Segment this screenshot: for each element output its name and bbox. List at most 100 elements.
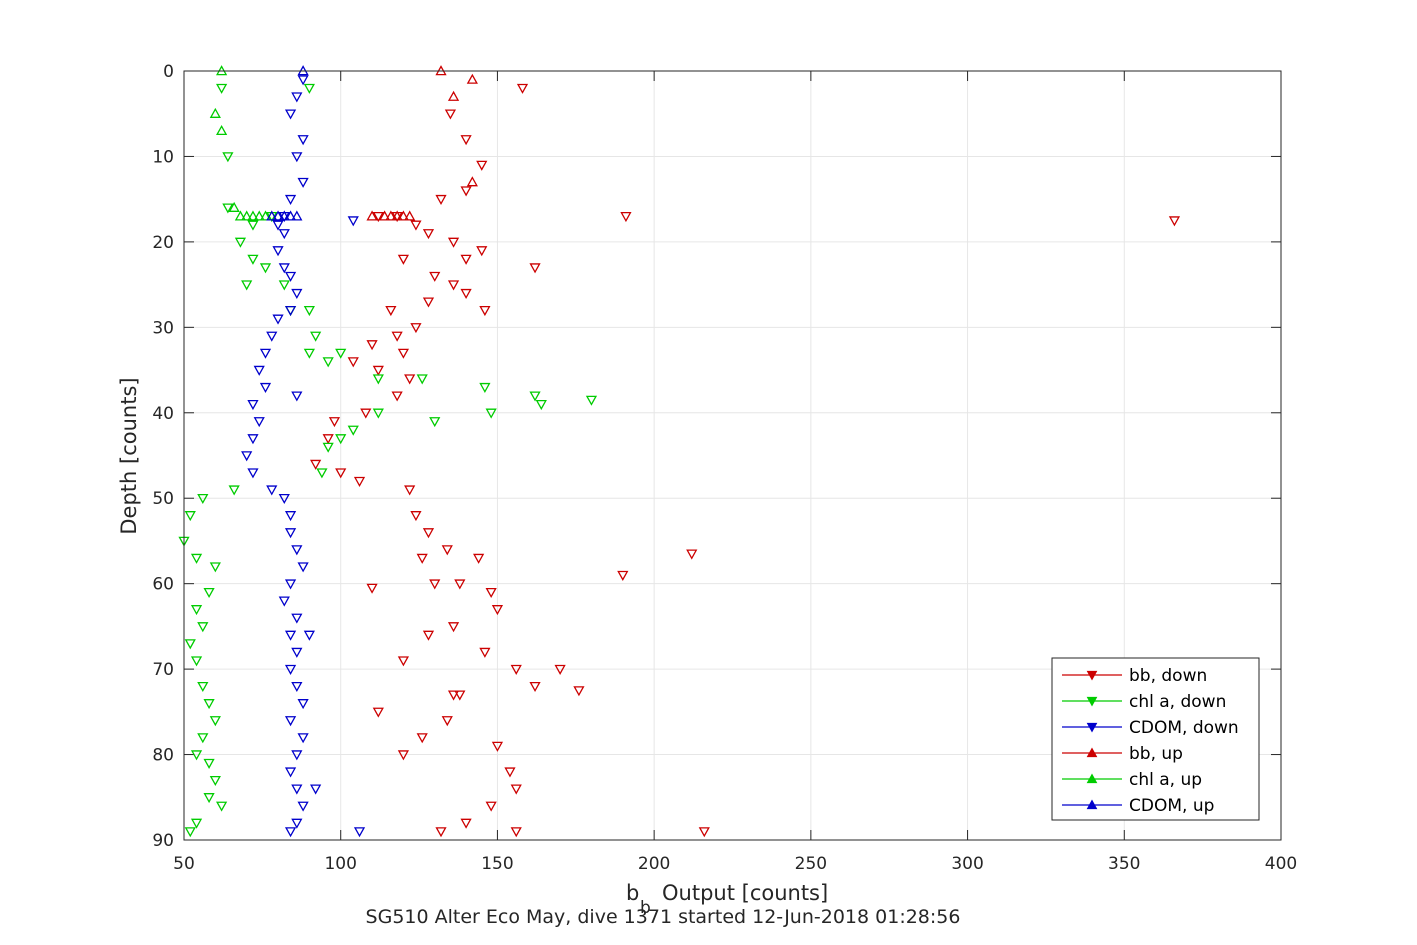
data-point	[278, 493, 290, 505]
data-point	[259, 210, 272, 221]
data-point	[366, 583, 378, 594]
data-point	[234, 210, 247, 221]
data-point	[190, 656, 203, 667]
data-point	[479, 382, 491, 393]
data-point	[529, 681, 541, 693]
data-point	[297, 562, 309, 573]
data-point	[197, 733, 209, 744]
data-point	[476, 246, 488, 257]
data-point	[466, 176, 478, 187]
data-point	[209, 107, 221, 118]
data-point	[447, 280, 460, 291]
y-tick-label: 70	[152, 660, 174, 680]
data-point	[310, 459, 322, 470]
data-point	[391, 331, 403, 342]
data-point	[278, 210, 290, 221]
y-tick-label: 40	[152, 404, 174, 424]
data-point	[259, 382, 272, 393]
data-point	[529, 263, 541, 274]
data-point	[216, 124, 228, 136]
data-point	[347, 216, 359, 227]
data-point	[454, 579, 466, 590]
data-point	[353, 476, 366, 487]
data-point	[435, 194, 447, 206]
data-point	[297, 733, 309, 744]
data-point	[447, 622, 460, 633]
x-axis-label-main: b	[626, 881, 639, 905]
data-point	[228, 485, 240, 496]
legend-marker	[1086, 799, 1098, 810]
data-point	[291, 288, 303, 299]
data-point	[216, 801, 228, 812]
data-point	[284, 767, 297, 778]
legend-label: chl a, up	[1129, 770, 1202, 790]
y-tick-label: 90	[152, 831, 174, 851]
data-point	[247, 254, 259, 265]
data-point	[253, 417, 265, 428]
data-point	[397, 254, 410, 265]
data-point	[291, 784, 303, 795]
data-point	[247, 399, 259, 411]
data-point	[397, 656, 410, 667]
data-point	[460, 135, 472, 146]
data-point	[190, 605, 203, 616]
data-point	[322, 442, 334, 453]
data-point	[473, 553, 485, 564]
data-point	[284, 210, 297, 221]
data-point	[284, 271, 297, 282]
legend-marker	[1086, 722, 1098, 733]
data-point	[620, 212, 632, 223]
data-point	[184, 827, 196, 838]
data-point	[284, 109, 297, 120]
legend-label: CDOM, down	[1129, 718, 1239, 738]
data-point	[278, 229, 290, 240]
data-point	[310, 784, 322, 795]
data-point	[617, 570, 629, 581]
data-point	[397, 348, 410, 359]
y-tick-label: 20	[152, 233, 174, 253]
data-point	[284, 664, 297, 675]
data-point	[284, 528, 297, 539]
data-point	[278, 280, 290, 291]
data-point	[222, 152, 234, 163]
legend-item: chl a, down	[1062, 692, 1226, 712]
data-point	[385, 210, 397, 221]
data-point	[247, 434, 259, 445]
data-point	[447, 690, 460, 701]
data-point	[284, 511, 297, 522]
data-point	[278, 263, 290, 274]
data-point	[190, 818, 203, 829]
data-point	[686, 549, 698, 560]
x-axis-label-sub: b	[640, 898, 651, 918]
data-point	[698, 827, 710, 838]
legend-item: CDOM, up	[1062, 796, 1214, 816]
data-point	[460, 818, 472, 829]
data-point	[253, 210, 265, 221]
data-point	[291, 681, 303, 693]
data-point	[529, 391, 541, 402]
x-tick-label: 50	[173, 854, 195, 874]
data-point	[190, 553, 203, 564]
data-point	[335, 348, 347, 359]
legend: bb, down chl a, down CDOM, down bb, up chl a…	[1051, 657, 1260, 821]
data-point	[222, 203, 234, 214]
data-point	[429, 417, 441, 428]
data-point	[303, 348, 315, 359]
data-point	[253, 365, 265, 376]
legend-box	[1051, 657, 1260, 821]
data-point	[366, 210, 378, 221]
data-point	[203, 758, 215, 769]
x-axis-label: Output [counts]	[662, 881, 828, 905]
legend-marker	[1086, 773, 1098, 784]
data-point	[328, 417, 341, 428]
data-point	[447, 237, 460, 248]
x-tick-label: 100	[324, 854, 356, 874]
data-point	[460, 186, 472, 197]
data-point	[216, 83, 228, 94]
data-point	[347, 425, 359, 436]
data-point	[209, 775, 221, 787]
data-point	[416, 733, 428, 744]
data-point	[184, 511, 196, 522]
data-point	[203, 699, 215, 710]
data-point	[447, 90, 460, 101]
